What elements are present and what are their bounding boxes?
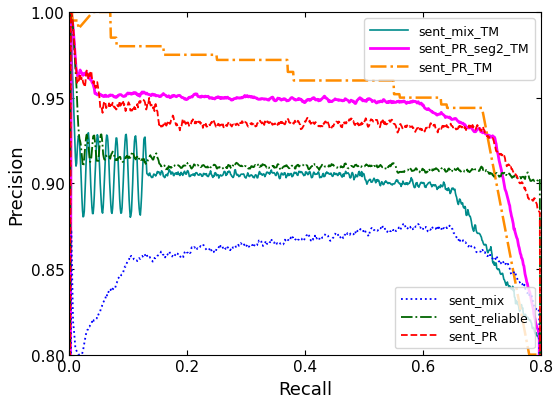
sent_PR — [340, 121, 347, 126]
sent_PR_TM — [472, 106, 479, 111]
sent_reliable — [96, 151, 102, 156]
sent_PR_TM — [352, 79, 359, 84]
sent_PR_TM — [424, 96, 431, 101]
sent_mix — [366, 230, 373, 234]
sent_mix — [473, 249, 479, 254]
X-axis label: Recall: Recall — [278, 380, 332, 398]
sent_mix — [95, 312, 102, 317]
Y-axis label: Precision: Precision — [7, 144, 25, 224]
Line: sent_PR_seg2_TM: sent_PR_seg2_TM — [69, 15, 541, 405]
sent_mix — [424, 229, 431, 234]
sent_PR_seg2_TM — [424, 108, 431, 113]
sent_PR — [353, 123, 360, 128]
sent_reliable — [367, 164, 374, 169]
sent_PR_TM — [526, 352, 533, 357]
sent_PR_TM — [538, 352, 544, 357]
sent_mix — [340, 236, 347, 241]
sent_reliable — [424, 170, 431, 175]
sent_PR_TM — [340, 79, 347, 84]
Line: sent_PR_TM: sent_PR_TM — [69, 13, 541, 355]
sent_mix_TM — [473, 228, 479, 233]
sent_PR_seg2_TM — [96, 93, 102, 98]
sent_PR — [473, 126, 479, 131]
sent_mix — [402, 222, 408, 226]
sent_mix_TM — [96, 153, 102, 158]
Line: sent_reliable: sent_reliable — [69, 13, 541, 405]
Line: sent_mix_TM: sent_mix_TM — [69, 13, 541, 405]
Line: sent_PR: sent_PR — [69, 13, 541, 405]
sent_reliable — [473, 167, 479, 172]
sent_PR_seg2_TM — [353, 100, 360, 105]
sent_PR — [67, 11, 74, 15]
sent_mix_TM — [340, 175, 347, 179]
sent_PR_TM — [95, 11, 102, 15]
sent_PR_seg2_TM — [340, 99, 347, 104]
sent_PR — [367, 119, 374, 124]
sent_PR_seg2_TM — [473, 130, 479, 134]
sent_PR — [96, 93, 102, 98]
sent_mix_TM — [424, 182, 431, 187]
sent_reliable — [353, 163, 360, 168]
sent_reliable — [340, 165, 347, 170]
sent_PR_TM — [366, 79, 373, 84]
sent_PR — [424, 126, 431, 131]
sent_PR_TM — [66, 11, 73, 15]
sent_PR_seg2_TM — [367, 98, 374, 102]
sent_mix_TM — [67, 11, 73, 15]
sent_reliable — [67, 11, 74, 15]
Legend: sent_mix, sent_reliable, sent_PR: sent_mix, sent_reliable, sent_PR — [395, 287, 535, 349]
sent_mix_TM — [353, 174, 360, 179]
sent_mix — [352, 231, 359, 236]
Line: sent_mix: sent_mix — [69, 224, 541, 405]
sent_PR_seg2_TM — [68, 13, 74, 18]
sent_mix_TM — [367, 178, 374, 183]
